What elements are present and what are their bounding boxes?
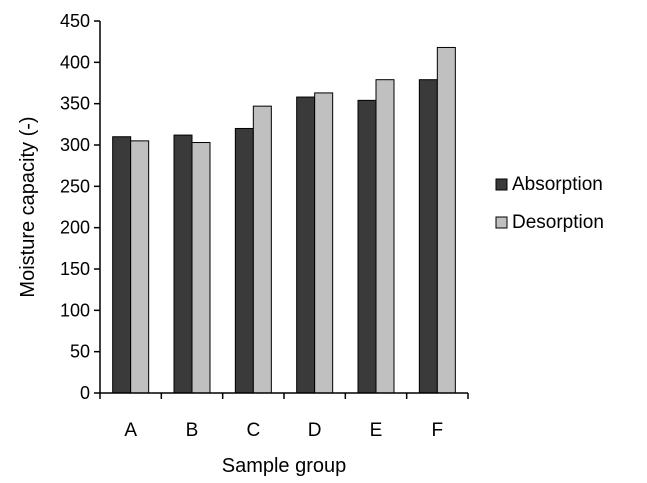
y-tick-label: 150 <box>60 259 90 279</box>
x-tick-label: F <box>432 420 444 441</box>
x-axis-ticks: A B C D E F <box>99 393 469 441</box>
bar-absorption-d <box>296 96 316 394</box>
bar-desorption-e <box>375 79 395 394</box>
y-tick-label: 50 <box>70 342 90 362</box>
bar-desorption-f <box>436 46 456 394</box>
bar-absorption-c <box>234 127 254 394</box>
x-tick-label: B <box>186 420 199 441</box>
y-tick-label: 100 <box>60 300 90 320</box>
x-tick-label: A <box>124 420 137 441</box>
y-axis-ticks: 0 50 100 150 200 250 300 350 400 450 <box>60 11 100 403</box>
y-tick-label: 400 <box>60 52 90 72</box>
y-tick-label: 350 <box>60 94 90 114</box>
legend-swatch-absorption <box>495 178 508 191</box>
legend-label-absorption: Absorption <box>512 174 603 195</box>
legend-label-desorption: Desorption <box>512 212 604 233</box>
x-tick-label: C <box>246 420 260 441</box>
legend-swatch-desorption <box>495 216 508 229</box>
x-tick-label: E <box>370 420 383 441</box>
y-tick-label: 450 <box>60 11 90 31</box>
y-tick-label: 300 <box>60 135 90 155</box>
bar-desorption-d <box>314 92 334 394</box>
bar-desorption-b <box>191 142 211 394</box>
y-axis-title: Moisture capacity (-) <box>17 116 39 297</box>
bar-absorption-a <box>112 136 132 394</box>
bar-absorption-b <box>173 134 193 394</box>
legend: Absorption Desorption <box>495 174 604 233</box>
y-tick-label: 250 <box>60 176 90 196</box>
bar-desorption-a <box>130 140 150 394</box>
bar-absorption-f <box>418 79 438 394</box>
y-tick-label: 0 <box>80 383 90 403</box>
bar-absorption-e <box>357 99 377 394</box>
x-axis-title: Sample group <box>222 455 347 477</box>
bar-desorption-c <box>252 105 272 394</box>
y-tick-label: 200 <box>60 218 90 238</box>
bars <box>112 46 456 394</box>
x-tick-label: D <box>308 420 322 441</box>
